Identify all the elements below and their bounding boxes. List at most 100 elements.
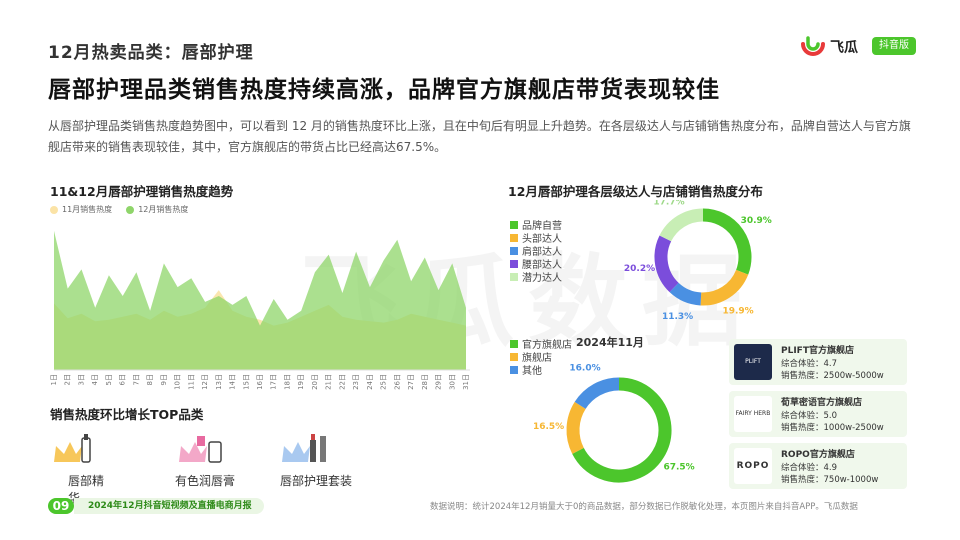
page-number: 09 <box>48 498 74 514</box>
donut1-legend: 品牌自营 头部达人 肩部达人 腰部达人 潜力达人 <box>510 218 562 284</box>
slice-label: 16.5% <box>533 422 564 432</box>
store-heat: 销售热度：1000w-2500w <box>781 423 884 433</box>
x-tick-label: 15日 <box>242 374 250 390</box>
legend-label: 腰部达人 <box>522 260 562 271</box>
donut-slice <box>700 269 749 306</box>
slice-label: 16.0% <box>569 364 600 374</box>
legend-item: 潜力达人 <box>510 270 562 284</box>
x-tick-label: 30日 <box>448 374 456 390</box>
legend-item: 旗舰店 <box>510 350 572 364</box>
x-tick-label: 26日 <box>393 374 401 390</box>
legend-swatch <box>510 233 518 242</box>
donut2-subtitle: 2024年11月 <box>576 336 644 349</box>
series-area-2 <box>54 230 466 370</box>
slice-label: 30.9% <box>741 216 772 226</box>
legend-item: 官方旗舰店 <box>510 337 572 351</box>
crown-lipset-icon <box>282 434 326 462</box>
legend-label: 潜力达人 <box>522 273 562 284</box>
x-tick-label: 10日 <box>174 374 182 390</box>
legend-swatch <box>510 220 518 229</box>
store-score: 综合体验：5.0 <box>781 411 838 421</box>
legend-item: 品牌自营 <box>510 218 562 232</box>
x-tick-label: 9日 <box>160 374 168 385</box>
x-tick-label: 22日 <box>338 374 346 390</box>
top-item-label: 唇部护理套装 <box>280 474 353 488</box>
x-tick-label: 14日 <box>229 374 237 390</box>
store-card-plift: PLIFT PLIFT官方旗舰店 综合体验：4.7 销售热度：2500w-500… <box>729 339 907 385</box>
store-name: ROPO官方旗舰店 <box>781 450 855 460</box>
crown-lipbalm-icon <box>179 436 222 463</box>
x-tick-label: 3日 <box>77 374 85 385</box>
legend-label: 品牌自营 <box>522 221 562 232</box>
donut2-legend: 官方旗舰店 旗舰店其他 <box>510 337 572 377</box>
donut-chart-stores: 67.5% 16.5% 16.0% <box>533 364 695 483</box>
intro-paragraph: 从唇部护理品类销售热度趋势图中，可以看到 12 月的销售热度环比上涨，且在中旬后… <box>48 119 911 154</box>
x-tick-label: 4日 <box>91 374 99 385</box>
top-item-2: 有色润唇膏 <box>175 432 265 492</box>
store-logo: ROPO <box>734 448 772 484</box>
legend-swatch <box>510 339 518 348</box>
dist-chart-title: 12月唇部护理各层级达人与店铺销售热度分布 <box>508 184 763 199</box>
slice-label: 19.9% <box>722 307 753 317</box>
top-categories-title: 销售热度环比增长TOP品类 <box>50 407 204 422</box>
legend-label: 官方旗舰店 <box>522 340 572 351</box>
top-item-label: 有色润唇膏 <box>175 474 236 488</box>
store-heat: 销售热度：750w-1000w <box>781 475 879 485</box>
x-tick-label: 25日 <box>380 374 388 390</box>
legend-item: 肩部达人 <box>510 244 562 258</box>
donut-slice <box>574 377 620 410</box>
x-tick-label: 11日 <box>187 374 195 390</box>
x-tick-label: 16日 <box>256 374 264 390</box>
x-tick-label: 2日 <box>64 374 72 385</box>
headline: 唇部护理品类销售热度持续高涨，品牌官方旗舰店带货表现较佳 <box>48 77 720 103</box>
donut-slice <box>572 377 672 483</box>
x-tick-label: 28日 <box>421 374 429 390</box>
x-tick-label: 29日 <box>435 374 443 390</box>
x-tick-label: 17日 <box>270 374 278 390</box>
trend-chart: 1日 2日 3日 4日 5日 6日 7日 8日 9日 10日 11日 12日 13日 14日 15日 16日 1… <box>50 230 470 390</box>
footnote: 数据说明：统计2024年12月销量大于0的商品数据，部分数据已作脱敏化处理，本页… <box>430 502 858 512</box>
legend-nov: 11月销售热度 <box>50 204 112 215</box>
x-tick-label: 19日 <box>297 374 305 390</box>
legend-swatch <box>510 246 518 255</box>
crown-lipstick-icon <box>54 434 91 463</box>
x-tick-label: 24日 <box>366 374 374 390</box>
x-tick-label: 7日 <box>132 374 140 385</box>
store-score: 综合体验：4.9 <box>781 463 838 473</box>
top-item-3: 唇部护理套装 <box>280 432 380 492</box>
store-heat: 销售热度：2500w-5000w <box>781 371 884 381</box>
legend-swatch <box>510 259 518 268</box>
donut-slice <box>654 235 679 293</box>
store-score: 综合体验：4.7 <box>781 359 838 369</box>
legend-label: 其他 <box>522 366 542 377</box>
store-name: 荀草密语官方旗舰店 <box>781 398 863 408</box>
brand-badge: 抖音版 <box>872 37 916 55</box>
brand-name: 飞瓜 <box>830 40 858 56</box>
x-tick-label: 12日 <box>201 374 209 390</box>
store-card-fairyherb: FAIRY HERB 荀草密语官方旗舰店 综合体验：5.0 销售热度：1000w… <box>729 391 907 437</box>
store-name: PLIFT官方旗舰店 <box>781 346 854 356</box>
donut-slice <box>702 208 752 275</box>
x-tick-label: 6日 <box>119 374 127 385</box>
donut-slice <box>566 401 586 454</box>
legend-swatch <box>510 352 518 361</box>
x-tick-label: 21日 <box>325 374 333 390</box>
x-tick-label: 5日 <box>105 374 113 385</box>
trend-legend: 11月销售热度 12月销售热度 <box>50 204 188 215</box>
trend-chart-title: 11&12月唇部护理销售热度趋势 <box>50 184 234 199</box>
slice-label: 67.5% <box>663 462 694 472</box>
legend-dec: 12月销售热度 <box>126 204 188 215</box>
legend-label: 肩部达人 <box>522 247 562 258</box>
store-card-ropo: ROPO ROPO官方旗舰店 综合体验：4.9 销售热度：750w-1000w <box>729 443 907 489</box>
x-tick-label: 27日 <box>407 374 415 390</box>
brand-logo: 飞瓜 抖音版 <box>800 34 920 58</box>
x-tick-label: 1日 <box>50 374 58 385</box>
legend-swatch <box>510 365 518 374</box>
section-title: 12月热卖品类：唇部护理 <box>48 43 254 63</box>
legend-item: 其他 <box>510 363 572 377</box>
x-tick-label: 20日 <box>311 374 319 390</box>
store-logo: FAIRY HERB <box>734 396 772 432</box>
x-tick-label: 13日 <box>215 374 223 390</box>
donut-chart-tiers: 30.9% 19.9% 11.3% 20.2% 17.7% <box>624 200 772 322</box>
legend-swatch <box>510 272 518 281</box>
